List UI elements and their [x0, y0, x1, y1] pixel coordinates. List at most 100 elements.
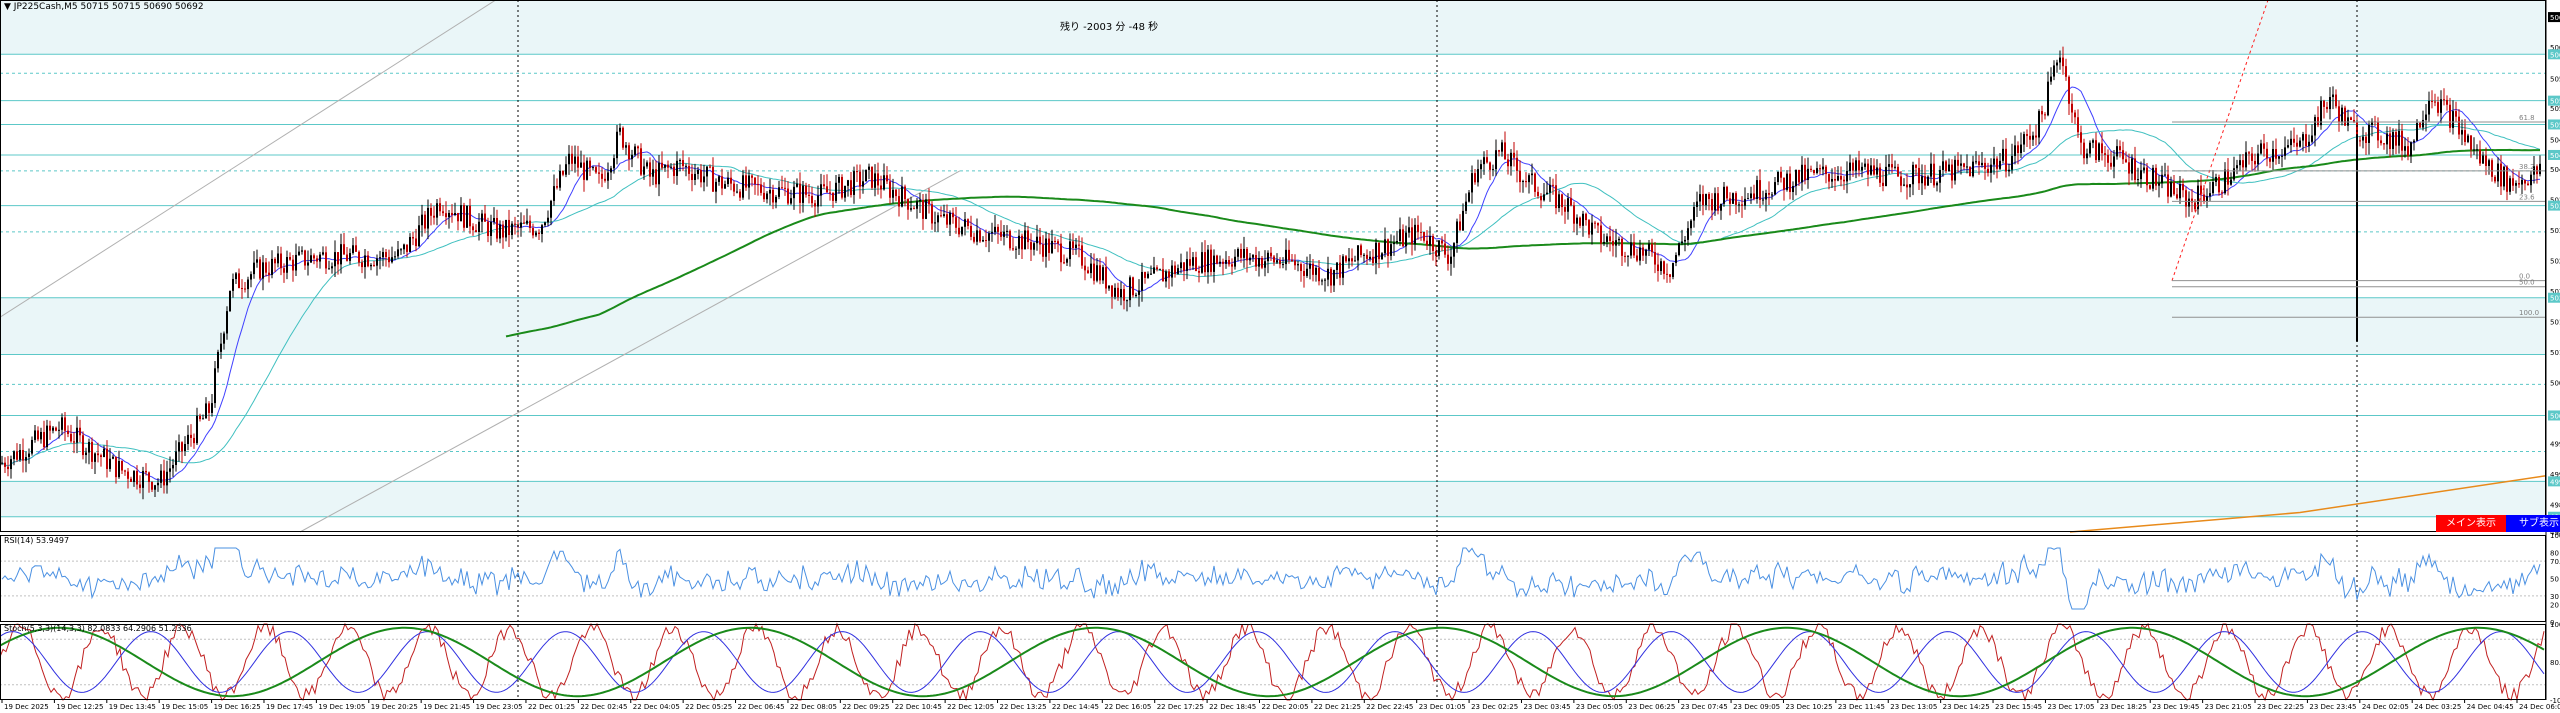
- candle-body: [775, 196, 777, 203]
- candle-body: [2431, 100, 2433, 102]
- candle-body: [1900, 176, 1902, 186]
- candle-body: [1627, 255, 1629, 257]
- candle-body: [1969, 166, 1971, 177]
- candle-body: [2284, 147, 2286, 156]
- candle-body: [646, 162, 648, 167]
- candle-body: [1378, 242, 1380, 260]
- candle-body: [925, 199, 927, 219]
- candle-body: [1960, 163, 1962, 166]
- candle-body: [2326, 106, 2328, 110]
- candle-body: [1048, 238, 1050, 253]
- candle-body: [1756, 180, 1758, 199]
- candle-body: [1150, 273, 1152, 275]
- candle-body: [2143, 167, 2145, 171]
- candle-body: [1651, 243, 1653, 253]
- candle-body: [1870, 165, 1872, 175]
- candle-body: [466, 205, 468, 228]
- candle-body: [1735, 193, 1737, 205]
- candle-body: [430, 207, 432, 216]
- candle-body: [2407, 146, 2409, 156]
- candle-body: [1636, 255, 1638, 261]
- candle-body: [1135, 294, 1137, 296]
- candle-body: [2338, 106, 2340, 123]
- current-price-label: 50692: [2550, 14, 2560, 22]
- candle-body: [1351, 258, 1353, 262]
- candle-body: [1678, 243, 1680, 256]
- candle-body: [16, 451, 18, 460]
- candle-body: [1933, 163, 1935, 186]
- candle-body: [1276, 260, 1278, 263]
- candle-body: [2008, 169, 2010, 172]
- candle-body: [2362, 136, 2364, 141]
- candle-body: [2251, 153, 2253, 161]
- candle-body: [829, 192, 831, 194]
- time-label-33: 23 Dec 09:05: [1733, 703, 1780, 710]
- candle-body: [2491, 160, 2493, 177]
- candle-body: [406, 244, 408, 252]
- candle-body: [2014, 145, 2016, 156]
- candle-body: [1897, 166, 1899, 177]
- main-display-button[interactable]: メイン表示: [2436, 515, 2506, 532]
- candle-body: [163, 470, 165, 486]
- candle-body: [325, 252, 327, 269]
- candle-body: [1009, 230, 1011, 249]
- candle-body: [1555, 185, 1557, 209]
- trend-line-lower: [299, 170, 961, 533]
- candle-body: [382, 252, 384, 258]
- candle-body: [1783, 177, 1785, 190]
- candle-body: [19, 449, 21, 460]
- rsi-scale-0: 100: [2550, 532, 2560, 540]
- candle-body: [769, 189, 771, 194]
- candle-body: [1495, 150, 1497, 170]
- candle-body: [1552, 184, 1554, 186]
- candle-body: [1513, 152, 1515, 158]
- candle-body: [172, 464, 174, 469]
- candle-body: [559, 170, 561, 188]
- candle-body: [1459, 221, 1461, 231]
- candle-body: [931, 204, 933, 224]
- panel-frame-1: [0, 535, 2546, 622]
- countdown-text: 残り -2003 分 -48 秒: [1060, 22, 1159, 33]
- candle-body: [1987, 168, 1989, 173]
- candle-body: [1291, 260, 1293, 262]
- candle-body: [1042, 244, 1044, 257]
- candle-body: [811, 195, 813, 204]
- trend-lines: [0, 0, 961, 533]
- candle-body: [1633, 242, 1635, 256]
- candle-body: [1846, 170, 1848, 182]
- candle-body: [514, 223, 516, 225]
- candle-body: [148, 472, 150, 483]
- fibonacci-retracement[interactable]: 61.8 38.2 23.6 0.050.0 100.0: [2171, 0, 2545, 318]
- level-tag-bg-7: [2548, 476, 2560, 487]
- sub-display-button[interactable]: サブ表示: [2506, 515, 2560, 532]
- candle-body: [94, 453, 96, 462]
- candle-body: [709, 166, 711, 168]
- candle-body: [328, 268, 330, 270]
- price-label-3: 50543: [2550, 105, 2560, 113]
- price-label-17: 49848: [2550, 529, 2560, 537]
- candle-body: [799, 183, 801, 203]
- candle-body: [1000, 231, 1002, 237]
- candle-body: [853, 171, 855, 195]
- candle-body: [544, 222, 546, 226]
- candle-body: [1066, 259, 1068, 263]
- time-label-41: 23 Dec 19:45: [2152, 703, 2199, 710]
- candle-body: [568, 153, 570, 165]
- collapse-triangle-icon[interactable]: ▼: [4, 2, 11, 12]
- candle-body: [2185, 190, 2187, 207]
- candle-body: [2230, 179, 2232, 185]
- candle-body: [1642, 247, 1644, 256]
- candle-body: [1273, 256, 1275, 263]
- time-label-18: 22 Dec 12:05: [947, 703, 994, 710]
- time-label-7: 19 Dec 20:25: [371, 703, 418, 710]
- candle-body: [364, 255, 366, 268]
- candle-body: [874, 173, 876, 188]
- candle-body: [106, 448, 108, 469]
- candle-body: [538, 232, 540, 235]
- candle-body: [1171, 265, 1173, 278]
- candle-body: [1189, 259, 1191, 266]
- candle-body: [1732, 193, 1734, 204]
- candle-body: [2488, 160, 2490, 166]
